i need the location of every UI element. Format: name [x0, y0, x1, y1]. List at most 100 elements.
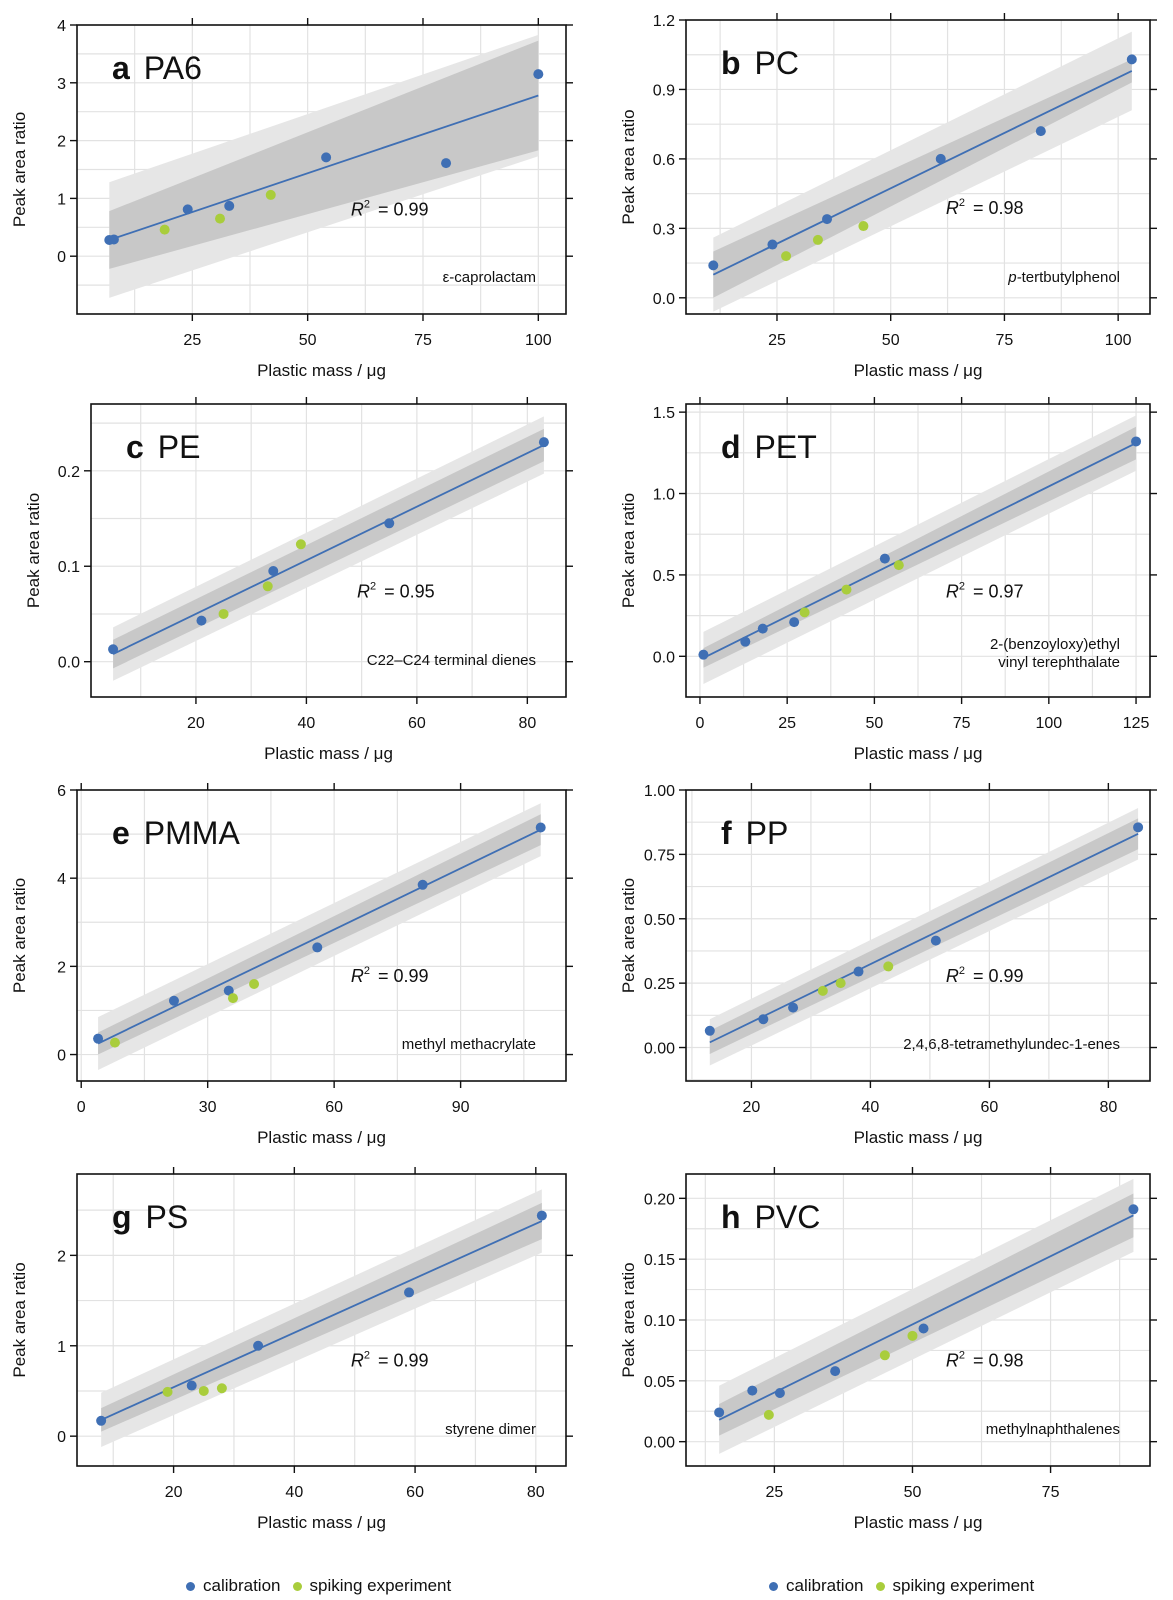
r-squared-annotation: R2 = 0.99	[946, 965, 1024, 986]
y-tick-label: 2	[57, 1248, 66, 1265]
legend-label-spiking: spiking experiment	[309, 1576, 452, 1595]
panel-e: 0 30 60 90 0 2 4 6 Plastic mass / μg Peak area ra…	[10, 783, 573, 1147]
x-tick-label: 50	[904, 1484, 922, 1501]
compound-label: methyl methacrylate	[402, 1036, 536, 1053]
x-tick-label: 75	[996, 332, 1014, 349]
plot-frame	[76, 24, 567, 315]
spiking-point	[841, 584, 852, 595]
calibration-point	[312, 942, 323, 953]
y-tick-label: 3	[57, 76, 66, 93]
x-tick-label: 80	[527, 1484, 545, 1501]
panel-title: f PP	[721, 815, 788, 851]
y-tick-label: 0	[57, 249, 66, 266]
x-tick-label: 75	[953, 715, 971, 732]
calibration-point	[1035, 126, 1046, 137]
panel-title: c PE	[126, 429, 200, 465]
spiking-point	[883, 961, 894, 972]
panel-title: e PMMA	[112, 815, 240, 851]
x-tick-label: 30	[199, 1099, 217, 1116]
spiking-point	[109, 1037, 120, 1048]
calibration-point	[822, 214, 833, 225]
panel-polymer: PET	[755, 429, 817, 465]
calibration-point	[535, 822, 546, 833]
spiking-point	[799, 607, 810, 618]
calibration-point	[740, 636, 751, 647]
x-tick-label: 25	[768, 332, 786, 349]
x-axis-label: Plastic mass / μg	[854, 361, 983, 380]
x-tick-label: 40	[285, 1484, 303, 1501]
legend-item-spiking: spiking experiment	[875, 1576, 1034, 1596]
y-tick-label: 1.5	[653, 405, 675, 422]
compound-label: 2-(benzoyloxy)ethyl	[990, 636, 1120, 653]
confidence-band	[98, 814, 541, 1055]
calibration-point	[714, 1407, 725, 1418]
plot-frame	[76, 789, 567, 1082]
x-tick-label: 40	[298, 715, 316, 732]
calibration-point	[253, 1340, 264, 1351]
calibration-marker-icon	[186, 1581, 195, 1591]
y-tick-label: 0.1	[58, 559, 80, 576]
confidence-band	[101, 1202, 542, 1432]
x-axis-label: Plastic mass / μg	[257, 1513, 386, 1532]
spiking-point	[216, 1383, 227, 1394]
calibration-point	[918, 1323, 929, 1334]
r-squared-annotation: R2 = 0.97	[946, 580, 1024, 601]
y-axis-label: Peak area ratio	[24, 493, 43, 608]
compound-label: p-tertbutylphenol	[1007, 269, 1120, 286]
r-squared-annotation: R2 = 0.99	[351, 199, 429, 220]
x-tick-label: 50	[299, 332, 317, 349]
x-tick-label: 60	[980, 1099, 998, 1116]
y-axis-label: Peak area ratio	[619, 109, 638, 224]
y-tick-label: 0.25	[644, 976, 675, 993]
spiking-point	[262, 581, 273, 592]
calibration-point	[757, 623, 768, 634]
calibration-point	[108, 234, 119, 245]
panel-h: 25 50 75 0.00 0.05 0.10 0.15 0.20 Plastic mass /…	[619, 1167, 1157, 1532]
x-tick-label: 100	[1035, 715, 1062, 732]
regression-line	[100, 1220, 543, 1421]
panel-title: d PET	[721, 429, 817, 465]
panel-letter: g	[112, 1199, 132, 1235]
panel-polymer: PC	[755, 45, 799, 81]
panel-c: 20 40 60 80 0.0 0.1 0.2 Plastic mass / μg Peak a…	[24, 397, 573, 763]
regression-line	[109, 94, 539, 241]
calibration-point	[879, 553, 890, 564]
calibration-point	[1126, 54, 1137, 65]
spiking-point	[249, 979, 260, 989]
y-tick-label: 1.0	[653, 487, 675, 504]
x-tick-label: 100	[525, 332, 552, 349]
spiking-point	[227, 993, 238, 1004]
plot-frame	[685, 789, 1151, 1082]
spiking-marker-icon	[292, 1581, 302, 1591]
calibration-point	[196, 615, 207, 626]
calibration-point	[268, 566, 279, 577]
calibration-point	[182, 204, 193, 215]
y-tick-label: 0	[57, 1429, 66, 1446]
calibration-point	[538, 437, 549, 448]
panel-polymer: PA6	[144, 50, 202, 86]
spiking-point	[812, 234, 823, 245]
panel-letter: d	[721, 429, 741, 465]
compound-label: styrene dimer	[445, 1421, 536, 1438]
calibration-point	[1133, 822, 1144, 833]
r-squared-annotation: R2 = 0.95	[357, 580, 435, 601]
regression-line	[703, 442, 1137, 659]
legend-label-calibration: calibration	[203, 1576, 281, 1595]
legend-label-calibration: calibration	[786, 1576, 864, 1595]
y-axis-label: Peak area ratio	[10, 112, 29, 227]
regression-line	[718, 1214, 1134, 1421]
spiking-point	[879, 1350, 890, 1361]
calibration-point	[108, 644, 119, 655]
compound-label: 2,4,6,8-tetramethylundec-1-enes	[903, 1036, 1120, 1053]
calibration-point	[758, 1014, 769, 1025]
regression-line	[112, 444, 545, 655]
grid	[77, 790, 566, 1081]
x-tick-label: 20	[165, 1484, 183, 1501]
r-squared-annotation: R2 = 0.98	[946, 197, 1024, 218]
r-squared-annotation: R2 = 0.99	[351, 965, 429, 986]
y-tick-label: 0.00	[644, 1041, 675, 1058]
panel-polymer: PS	[146, 1199, 189, 1235]
x-axis-label: Plastic mass / μg	[257, 1128, 386, 1147]
calibration-point	[767, 239, 778, 250]
calibration-point	[853, 966, 864, 977]
